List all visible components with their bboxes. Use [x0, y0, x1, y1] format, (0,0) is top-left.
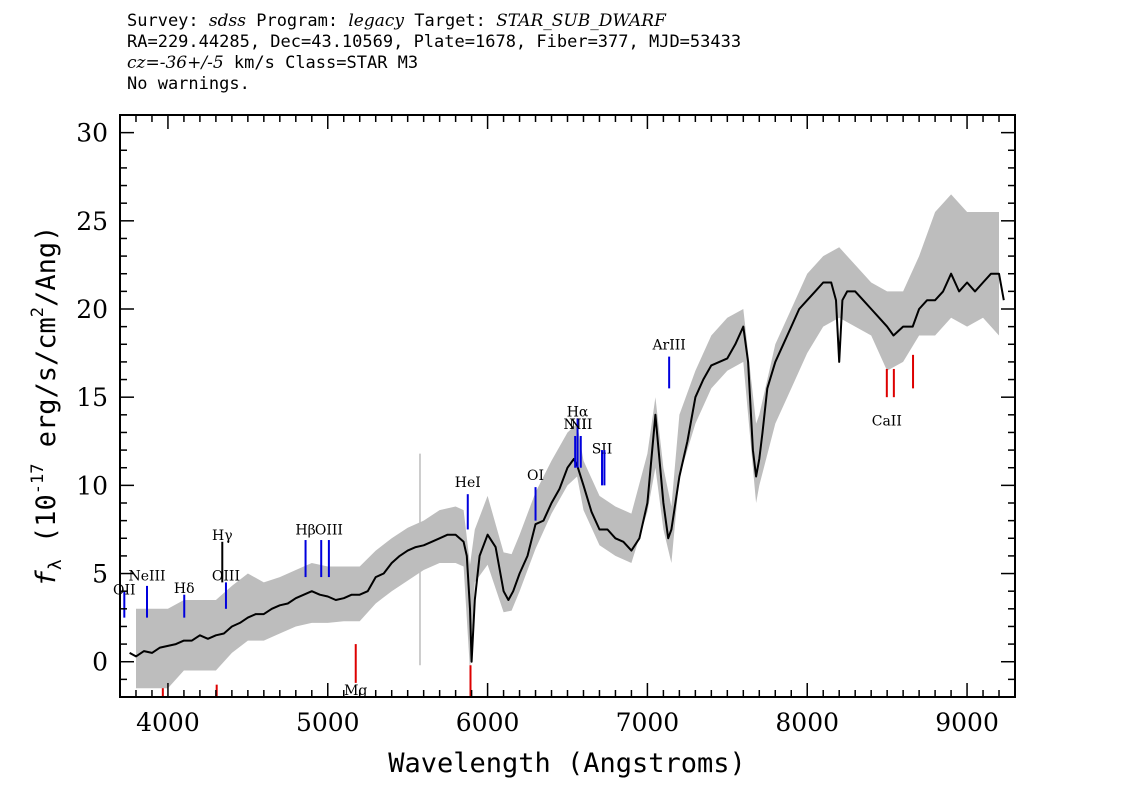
line-marker-label: CaII: [872, 413, 902, 429]
line-marker-label: OIII: [212, 569, 240, 585]
y-tick-label: 10: [76, 471, 108, 500]
y-axis-title-prefix: (10: [31, 494, 62, 559]
survey-value: sdss: [208, 11, 246, 31]
flux-line: [129, 272, 1005, 663]
line-marker-label: Hβ: [295, 523, 315, 539]
line-marker-label: Hα: [567, 405, 589, 421]
header-line-warnings: No warnings.: [127, 74, 250, 94]
y-tick-label: 25: [76, 207, 108, 236]
program-label: Program:: [256, 11, 339, 31]
line-marker-label: OIII: [315, 523, 343, 539]
y-axis-title-f: f: [31, 569, 62, 586]
y-tick-label: 30: [76, 119, 108, 148]
x-axis-title: Wavelength (Angstroms): [388, 748, 746, 779]
header-line-coordinates: RA=229.44285, Dec=43.10569, Plate=1678, …: [127, 32, 742, 52]
y-tick-label: 20: [76, 295, 108, 324]
line-marker-label: NII: [569, 417, 592, 433]
survey-label: Survey:: [127, 11, 199, 31]
x-tick-label: 8000: [775, 708, 839, 737]
header-line-survey: Survey: sdss Program: legacy Target: STA…: [127, 11, 741, 32]
y-tick-label: 0: [92, 648, 108, 677]
x-tick-label: 7000: [616, 708, 680, 737]
x-tick-label: 6000: [456, 708, 520, 737]
program-value: legacy: [348, 11, 404, 31]
header-line-redshift: cz=-36+/-5 km/s Class=STAR M3: [127, 53, 741, 74]
y-axis-title: fλ (10-17 erg/s/cm2/Ang): [28, 226, 66, 587]
y-tick-label: 5: [92, 560, 108, 589]
target-label: Target:: [414, 11, 486, 31]
y-axis-title-exp: -17: [28, 463, 48, 494]
y-axis-title-suffix: /Ang): [31, 226, 62, 307]
line-marker-label: Mg: [344, 683, 367, 699]
line-marker-label: Hγ: [212, 528, 233, 544]
y-axis-title-lambda: λ: [45, 559, 66, 570]
target-value: STAR_SUB_DWARF: [496, 11, 666, 31]
x-tick-label: 5000: [296, 708, 360, 737]
class-label: km/s Class=STAR M3: [233, 53, 419, 73]
error-band: [136, 194, 999, 689]
y-axis-title-mid: erg/s/cm: [31, 317, 62, 463]
line-marker-label: NeIII: [128, 569, 165, 585]
cz-label: cz=: [127, 53, 160, 73]
line-marker-label: HeI: [455, 475, 481, 491]
line-marker-label: ArIII: [651, 338, 685, 354]
line-marker-label: Hδ: [174, 581, 195, 597]
cz-value: -36+/-5: [159, 53, 224, 73]
line-marker-label: OI: [527, 468, 544, 484]
x-tick-label: 4000: [136, 708, 200, 737]
x-tick-label: 9000: [935, 708, 999, 737]
y-axis-title-sq: 2: [28, 307, 48, 317]
line-marker-label: NII: [564, 417, 587, 433]
spectrum-header: Survey: sdss Program: legacy Target: STA…: [127, 11, 741, 95]
y-tick-label: 15: [76, 383, 108, 412]
line-marker-label: SII: [592, 442, 613, 458]
